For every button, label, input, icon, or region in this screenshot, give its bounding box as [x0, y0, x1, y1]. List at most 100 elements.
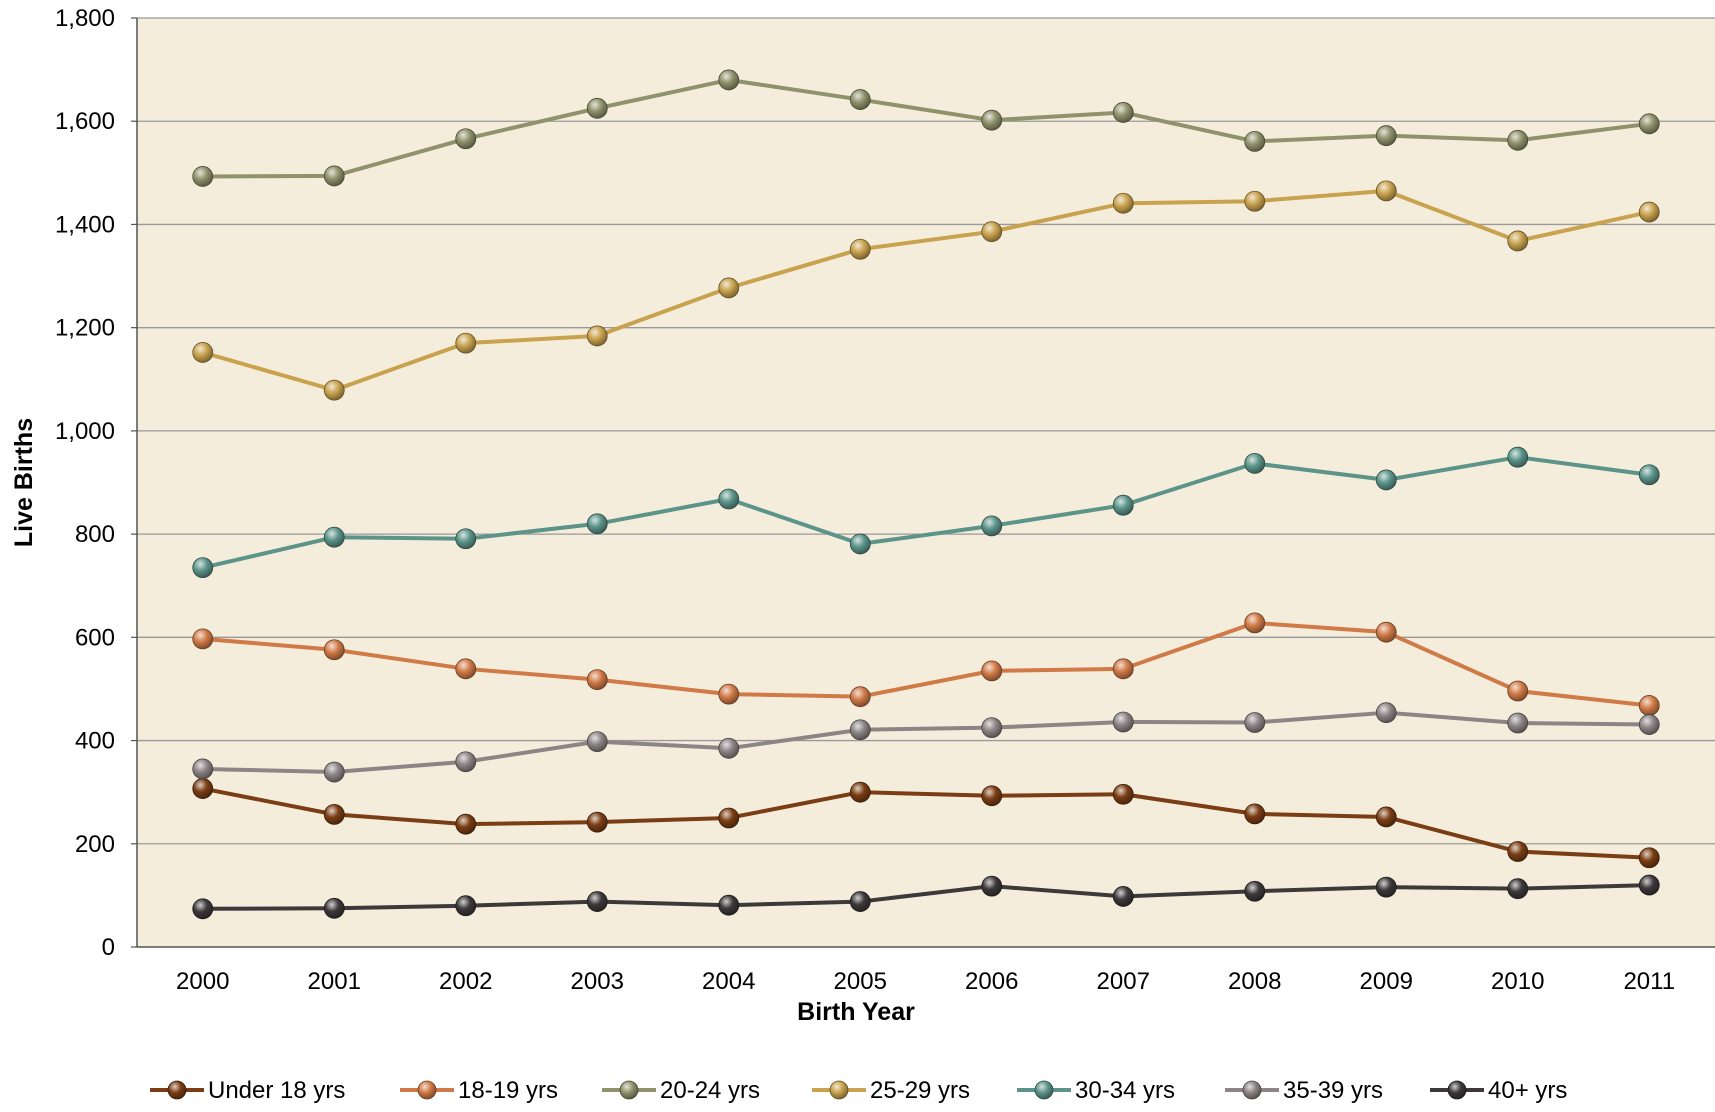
legend-item-under-18-yrs: Under 18 yrs [150, 1077, 345, 1104]
legend-label: 30-34 yrs [1075, 1077, 1175, 1104]
y-tick-label: 1,200 [55, 315, 115, 342]
y-tick-label: 200 [75, 831, 115, 858]
y-tick-label: 600 [75, 624, 115, 651]
y-tick-label: 1,800 [55, 5, 115, 32]
data-point-25-29-yrs-2011 [1638, 201, 1660, 223]
legend: Under 18 yrs 18-19 yrs 20-24 yrs 25-29 yrs 3… [150, 1077, 1567, 1104]
data-point-35-39-yrs-2003 [586, 731, 608, 752]
legend-item-35-39-yrs: 35-39 yrs [1225, 1077, 1383, 1104]
data-point-under-18-yrs-2006 [981, 785, 1003, 807]
data-point-40plus-yrs-2011 [1638, 874, 1660, 896]
axes [136, 18, 1715, 948]
y-tick-label: 1,000 [55, 418, 115, 445]
data-point-20-24-yrs-2006 [981, 109, 1003, 131]
data-point-25-29-yrs-2005 [849, 238, 871, 260]
data-point-25-29-yrs-2009 [1375, 180, 1397, 202]
data-point-30-34-yrs-2003 [586, 513, 608, 535]
data-point-25-29-yrs-2003 [586, 325, 608, 347]
data-point-under-18-yrs-2002 [455, 813, 477, 835]
data-point-18-19-yrs-2005 [849, 686, 871, 708]
x-axis-title: Birth Year [797, 998, 915, 1026]
data-point-under-18-yrs-2008 [1244, 803, 1266, 825]
x-tick-label: 2005 [834, 968, 887, 995]
legend-label: 20-24 yrs [660, 1077, 760, 1104]
data-point-under-18-yrs-2011 [1638, 847, 1660, 869]
legend-label: Under 18 yrs [208, 1077, 345, 1104]
data-point-40plus-yrs-2008 [1244, 880, 1266, 902]
data-point-30-34-yrs-2009 [1375, 469, 1397, 491]
data-point-25-29-yrs-2006 [981, 221, 1003, 243]
data-point-20-24-yrs-2011 [1638, 113, 1660, 135]
data-point-35-39-yrs-2001 [323, 761, 345, 783]
x-tick-label: 2000 [176, 968, 229, 995]
data-point-25-29-yrs-2001 [323, 379, 345, 401]
data-point-18-19-yrs-2004 [718, 683, 740, 705]
data-point-35-39-yrs-2010 [1507, 712, 1529, 734]
data-point-35-39-yrs-2004 [718, 737, 740, 759]
gridlines [137, 17, 1715, 845]
data-point-25-29-yrs-2008 [1244, 190, 1266, 212]
data-point-20-24-yrs-2001 [323, 165, 345, 187]
data-point-30-34-yrs-2001 [323, 526, 345, 548]
series-line-under-18-yrs [200, 786, 1652, 860]
series-40plus-yrs [192, 874, 1660, 920]
series-lines [192, 69, 1660, 920]
legend-label: 25-29 yrs [870, 1077, 970, 1104]
data-point-20-24-yrs-2000 [192, 166, 214, 187]
y-axis-title: Live Births [10, 418, 38, 547]
data-point-18-19-yrs-2010 [1507, 680, 1529, 702]
x-tick-label: 2002 [439, 968, 492, 995]
data-point-35-39-yrs-2002 [455, 751, 477, 773]
series-line-18-19-yrs [200, 620, 1652, 708]
data-point-18-19-yrs-2003 [586, 669, 608, 691]
data-point-25-29-yrs-2002 [455, 332, 477, 354]
x-tick-label: 2007 [1097, 968, 1150, 995]
x-tick-label: 2004 [702, 968, 755, 995]
legend-item-20-24-yrs: 20-24 yrs [602, 1077, 760, 1104]
y-tick-label: 1,600 [55, 108, 115, 135]
legend-item-30-34-yrs: 30-34 yrs [1017, 1077, 1175, 1104]
data-point-30-34-yrs-2011 [1638, 464, 1660, 486]
x-tick-label: 2003 [571, 968, 624, 995]
data-point-under-18-yrs-2007 [1112, 783, 1134, 805]
data-point-35-39-yrs-2009 [1375, 702, 1397, 724]
data-point-35-39-yrs-2007 [1112, 711, 1134, 733]
x-tick-label: 2006 [965, 968, 1018, 995]
x-tick-label: 2010 [1491, 968, 1544, 995]
data-point-20-24-yrs-2002 [455, 128, 477, 150]
data-point-40plus-yrs-2004 [718, 894, 740, 916]
legend-marker [167, 1080, 187, 1100]
x-tick-label: 2011 [1623, 968, 1675, 995]
data-point-35-39-yrs-2008 [1244, 712, 1266, 733]
data-point-40plus-yrs-2002 [455, 895, 477, 917]
data-point-18-19-yrs-2007 [1112, 658, 1134, 680]
series-line-40plus-yrs [200, 883, 1652, 911]
data-point-30-34-yrs-2007 [1112, 494, 1134, 516]
series-under-18-yrs [192, 778, 1660, 869]
data-point-under-18-yrs-2004 [718, 807, 740, 829]
data-point-40plus-yrs-2001 [323, 897, 345, 919]
data-point-30-34-yrs-2005 [849, 533, 871, 555]
y-tick-label: 400 [75, 728, 115, 755]
data-point-35-39-yrs-2000 [192, 758, 214, 780]
data-point-under-18-yrs-2005 [849, 781, 871, 803]
data-point-40plus-yrs-2006 [981, 875, 1003, 897]
data-point-25-29-yrs-2000 [192, 342, 214, 363]
legend-marker [417, 1080, 437, 1100]
data-point-under-18-yrs-2003 [586, 811, 608, 833]
data-point-18-19-yrs-2002 [455, 658, 477, 680]
data-point-40plus-yrs-2007 [1112, 886, 1134, 907]
data-point-25-29-yrs-2010 [1507, 230, 1529, 252]
data-point-18-19-yrs-2001 [323, 639, 345, 661]
data-point-under-18-yrs-2000 [192, 778, 214, 799]
y-tick-labels: 0 200 400 600 800 1,000 1,200 1,400 1,600 1,800 [55, 5, 137, 961]
series-18-19-yrs [192, 612, 1660, 716]
y-tick-label: 1,400 [55, 211, 115, 238]
data-point-35-39-yrs-2011 [1638, 714, 1660, 735]
data-point-20-24-yrs-2007 [1112, 102, 1134, 123]
plot-area [137, 18, 1715, 947]
series-35-39-yrs [192, 702, 1660, 783]
data-point-30-34-yrs-2010 [1507, 446, 1529, 468]
